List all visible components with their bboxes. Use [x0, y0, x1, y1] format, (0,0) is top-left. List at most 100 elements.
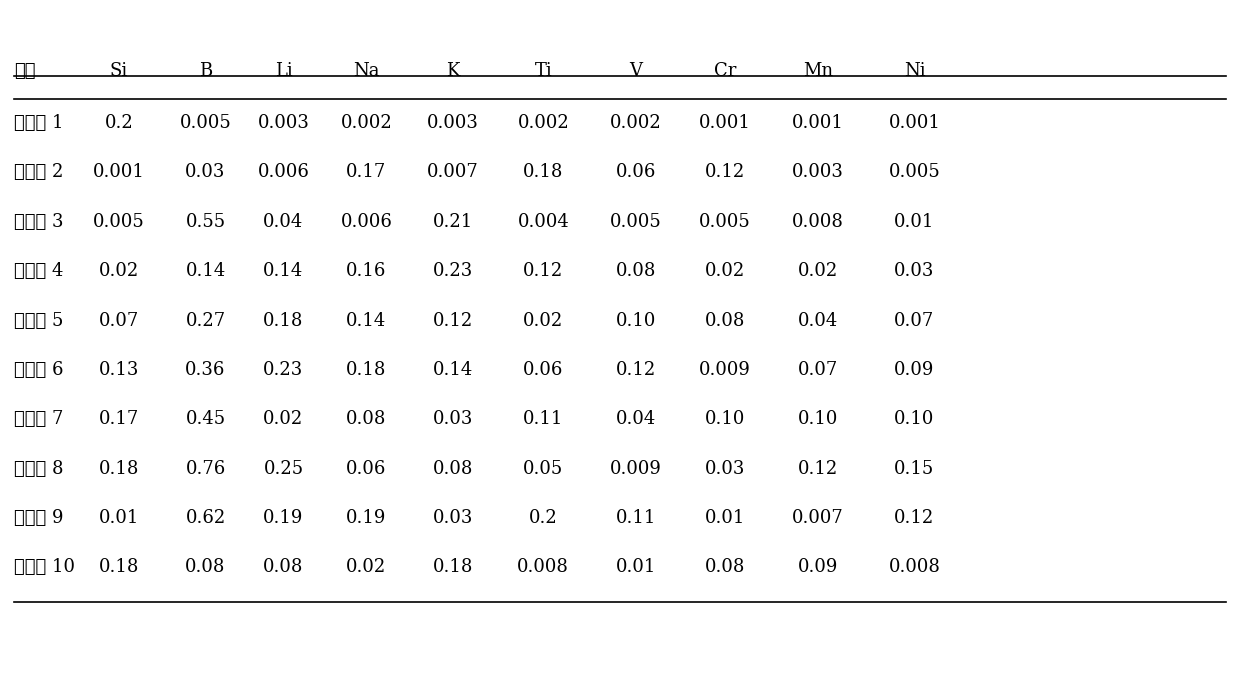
Text: 0.007: 0.007 — [427, 164, 479, 181]
Text: 组别: 组别 — [14, 62, 35, 79]
Text: 0.001: 0.001 — [889, 114, 940, 132]
Text: 0.008: 0.008 — [517, 558, 569, 576]
Text: 0.12: 0.12 — [616, 361, 656, 379]
Text: 0.002: 0.002 — [517, 114, 569, 132]
Text: 0.01: 0.01 — [616, 558, 656, 576]
Text: 0.07: 0.07 — [99, 312, 139, 329]
Text: 0.04: 0.04 — [263, 213, 304, 231]
Text: 0.62: 0.62 — [186, 509, 226, 527]
Text: 0.03: 0.03 — [433, 410, 474, 428]
Text: 0.005: 0.005 — [889, 164, 940, 181]
Text: 0.12: 0.12 — [797, 460, 838, 477]
Text: 0.76: 0.76 — [186, 460, 226, 477]
Text: 0.05: 0.05 — [523, 460, 563, 477]
Text: 0.007: 0.007 — [792, 509, 844, 527]
Text: 0.04: 0.04 — [616, 410, 656, 428]
Text: Mn: Mn — [802, 62, 833, 79]
Text: 0.001: 0.001 — [93, 164, 145, 181]
Text: 0.08: 0.08 — [346, 410, 387, 428]
Text: 0.12: 0.12 — [433, 312, 474, 329]
Text: 0.16: 0.16 — [346, 262, 387, 280]
Text: 0.10: 0.10 — [706, 410, 745, 428]
Text: 实施例 6: 实施例 6 — [14, 361, 63, 379]
Text: 0.14: 0.14 — [186, 262, 226, 280]
Text: 0.17: 0.17 — [346, 164, 387, 181]
Text: 0.06: 0.06 — [523, 361, 563, 379]
Text: 0.12: 0.12 — [523, 262, 563, 280]
Text: 0.02: 0.02 — [99, 262, 139, 280]
Text: 0.08: 0.08 — [433, 460, 474, 477]
Text: 0.001: 0.001 — [699, 114, 751, 132]
Text: 0.003: 0.003 — [792, 164, 844, 181]
Text: 实施例 9: 实施例 9 — [14, 509, 63, 527]
Text: 0.002: 0.002 — [610, 114, 662, 132]
Text: 0.03: 0.03 — [433, 509, 474, 527]
Text: 0.55: 0.55 — [186, 213, 226, 231]
Text: 0.02: 0.02 — [263, 410, 304, 428]
Text: 0.006: 0.006 — [258, 164, 310, 181]
Text: 0.009: 0.009 — [699, 361, 751, 379]
Text: Na: Na — [353, 62, 379, 79]
Text: 实施例 2: 实施例 2 — [14, 164, 63, 181]
Text: 0.01: 0.01 — [706, 509, 745, 527]
Text: 0.03: 0.03 — [894, 262, 935, 280]
Text: 0.005: 0.005 — [180, 114, 232, 132]
Text: 0.19: 0.19 — [263, 509, 304, 527]
Text: 0.02: 0.02 — [346, 558, 387, 576]
Text: 0.07: 0.07 — [797, 361, 838, 379]
Text: 0.03: 0.03 — [706, 460, 745, 477]
Text: Ti: Ti — [534, 62, 552, 79]
Text: 0.14: 0.14 — [346, 312, 387, 329]
Text: 0.005: 0.005 — [610, 213, 662, 231]
Text: 实施例 1: 实施例 1 — [14, 114, 63, 132]
Text: 0.08: 0.08 — [263, 558, 304, 576]
Text: 0.14: 0.14 — [433, 361, 474, 379]
Text: 实施例 10: 实施例 10 — [14, 558, 74, 576]
Text: 0.2: 0.2 — [104, 114, 134, 132]
Text: 0.12: 0.12 — [706, 164, 745, 181]
Text: 0.08: 0.08 — [706, 312, 745, 329]
Text: 0.008: 0.008 — [889, 558, 940, 576]
Text: 0.45: 0.45 — [186, 410, 226, 428]
Text: 0.003: 0.003 — [427, 114, 479, 132]
Text: 0.18: 0.18 — [99, 460, 139, 477]
Text: 0.15: 0.15 — [894, 460, 935, 477]
Text: 0.14: 0.14 — [263, 262, 304, 280]
Text: 0.18: 0.18 — [263, 312, 304, 329]
Text: 0.09: 0.09 — [894, 361, 935, 379]
Text: 0.02: 0.02 — [797, 262, 838, 280]
Text: 实施例 7: 实施例 7 — [14, 410, 63, 428]
Text: 0.001: 0.001 — [792, 114, 844, 132]
Text: 0.10: 0.10 — [894, 410, 935, 428]
Text: 实施例 3: 实施例 3 — [14, 213, 63, 231]
Text: 0.07: 0.07 — [894, 312, 935, 329]
Text: 0.18: 0.18 — [346, 361, 387, 379]
Text: 0.09: 0.09 — [797, 558, 838, 576]
Text: 0.04: 0.04 — [797, 312, 838, 329]
Text: 0.004: 0.004 — [517, 213, 569, 231]
Text: 0.10: 0.10 — [797, 410, 838, 428]
Text: 0.08: 0.08 — [616, 262, 656, 280]
Text: 0.03: 0.03 — [185, 164, 226, 181]
Text: 0.18: 0.18 — [99, 558, 139, 576]
Text: Cr: Cr — [714, 62, 737, 79]
Text: 0.10: 0.10 — [616, 312, 656, 329]
Text: 0.13: 0.13 — [99, 361, 139, 379]
Text: Si: Si — [110, 62, 128, 79]
Text: 0.01: 0.01 — [894, 213, 935, 231]
Text: 实施例 4: 实施例 4 — [14, 262, 63, 280]
Text: 0.18: 0.18 — [523, 164, 563, 181]
Text: 0.006: 0.006 — [341, 213, 392, 231]
Text: 0.18: 0.18 — [433, 558, 474, 576]
Text: 0.11: 0.11 — [616, 509, 656, 527]
Text: 0.02: 0.02 — [523, 312, 563, 329]
Text: 0.005: 0.005 — [93, 213, 145, 231]
Text: Li: Li — [274, 62, 293, 79]
Text: 0.21: 0.21 — [433, 213, 474, 231]
Text: 0.02: 0.02 — [706, 262, 745, 280]
Text: 0.19: 0.19 — [346, 509, 387, 527]
Text: 0.25: 0.25 — [263, 460, 304, 477]
Text: Ni: Ni — [904, 62, 925, 79]
Text: 0.23: 0.23 — [433, 262, 474, 280]
Text: B: B — [198, 62, 212, 79]
